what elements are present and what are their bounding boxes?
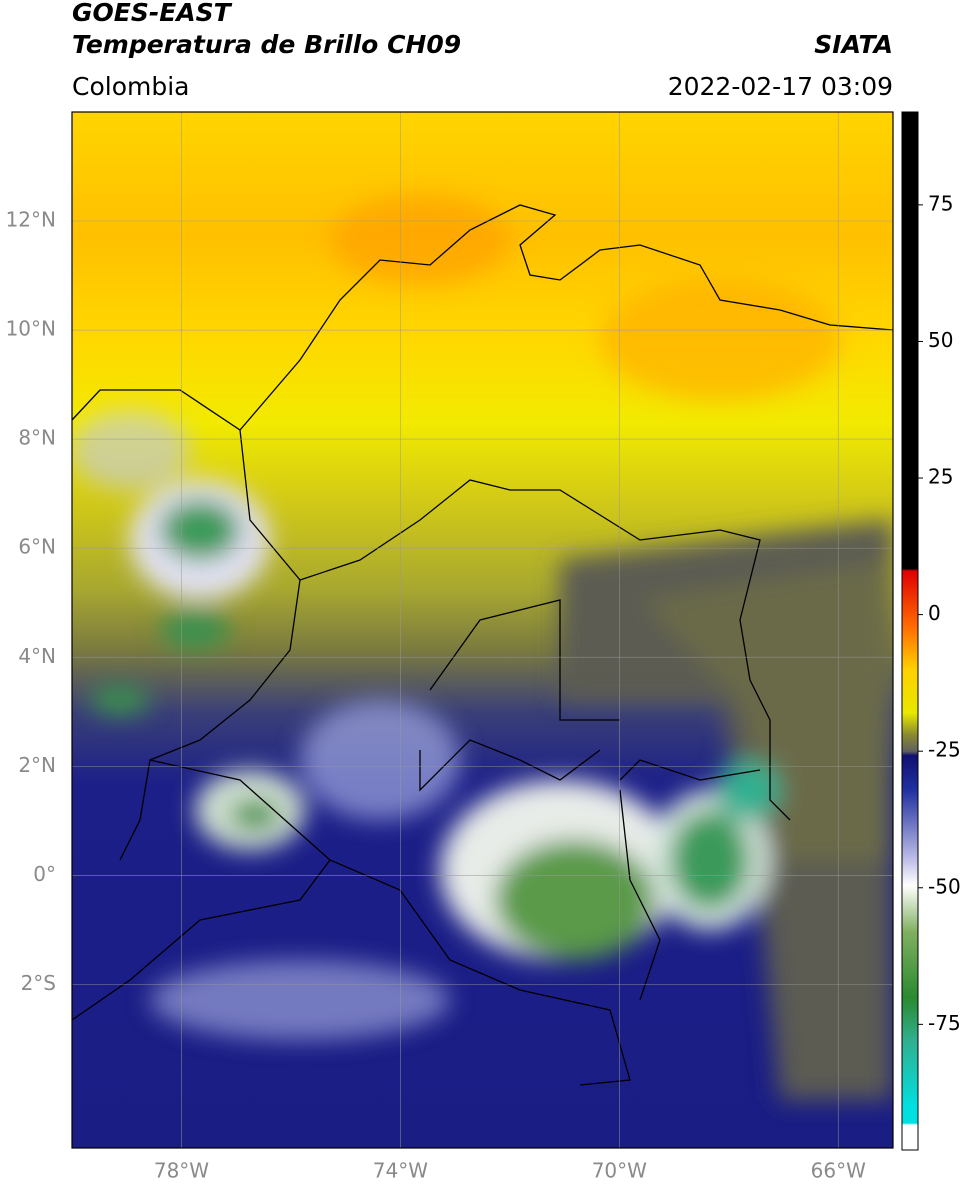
lon-tick-label: 78°W: [154, 1159, 209, 1183]
graticule: [72, 112, 893, 1148]
source: SIATA: [814, 30, 893, 59]
colorbar-tick-label: 25: [928, 465, 953, 489]
title: GOES-EAST: [72, 0, 233, 27]
lat-tick-label: 2°N: [18, 753, 56, 777]
lat-tick-label: 0°: [33, 862, 56, 886]
colorbar: [901, 111, 919, 1151]
datetime: 2022-02-17 03:09: [668, 72, 893, 101]
colorbar-tick-label: -25: [928, 738, 961, 762]
subtitle: Temperatura de Brillo CH09: [72, 30, 461, 59]
lon-tick-label: 66°W: [811, 1159, 866, 1183]
colorbar-tick-label: 50: [928, 328, 953, 352]
lat-tick-label: 4°N: [18, 644, 56, 668]
lon-tick-label: 74°W: [373, 1159, 428, 1183]
lon-tick-label: 70°W: [592, 1159, 647, 1183]
lat-tick-label: 6°N: [18, 535, 56, 559]
colorbar-tick-label: 0: [928, 601, 941, 625]
lat-tick-label: 8°N: [18, 426, 56, 450]
colorbar-tick-label: -75: [928, 1011, 961, 1035]
region: Colombia: [72, 72, 189, 101]
satellite-image: [72, 112, 893, 1148]
lat-tick-label: 12°N: [6, 208, 56, 232]
colorbar-tick-label: 75: [928, 191, 953, 215]
lat-tick-label: 10°N: [6, 317, 56, 341]
colorbar-tick-label: -50: [928, 874, 961, 898]
lat-tick-label: 2°S: [21, 971, 56, 995]
map-frame: [71, 111, 894, 1149]
